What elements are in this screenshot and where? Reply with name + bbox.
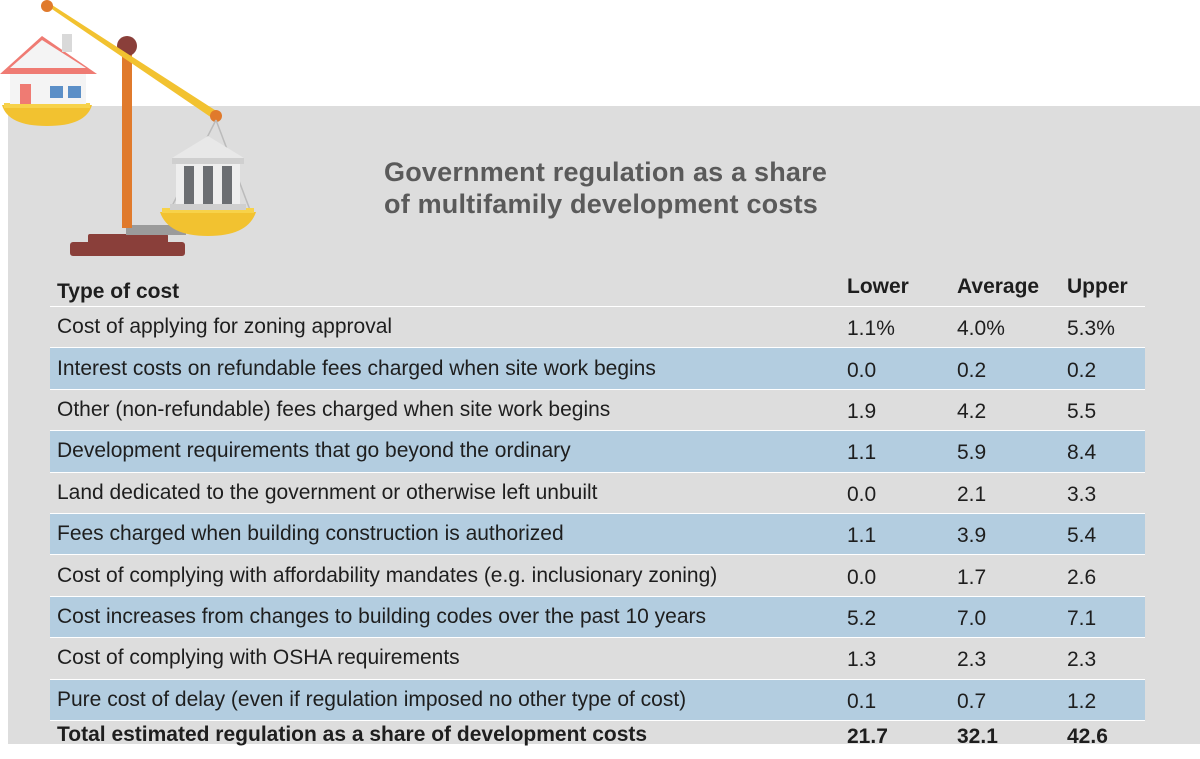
cell-lower: 0.0: [840, 471, 950, 514]
cell-type: Fees charged when building construction …: [50, 512, 840, 556]
table-row: Land dedicated to the government or othe…: [50, 471, 1145, 514]
cell-lower: 0.0: [840, 554, 950, 597]
cell-average: 1.7: [950, 554, 1060, 597]
cell-type: Interest costs on refundable fees charge…: [50, 347, 840, 390]
scale-base-icon: [70, 242, 185, 256]
cell-lower: 1.1: [840, 512, 950, 556]
table-row: Interest costs on refundable fees charge…: [50, 347, 1145, 390]
cell-type: Land dedicated to the government or othe…: [50, 471, 840, 514]
cell-upper: 3.3: [1060, 471, 1145, 514]
cell-upper: 5.4: [1060, 512, 1145, 556]
table-row: Cost increases from changes to building …: [50, 595, 1145, 639]
cell-lower: 0.0: [840, 347, 950, 390]
header-lower: Lower: [847, 275, 909, 298]
header-average: Average: [957, 275, 1040, 298]
scale-pole-icon: [122, 50, 132, 228]
cell-average: 5.9: [950, 430, 1060, 473]
total-upper: 42.6: [1067, 724, 1108, 748]
cell-upper: 8.4: [1060, 430, 1145, 473]
cell-average: 0.7: [950, 678, 1060, 721]
table-row: Fees charged when building construction …: [50, 512, 1145, 556]
cell-lower: 1.1%: [840, 305, 950, 348]
cell-type: Cost of complying with affordability man…: [50, 554, 840, 597]
table-row: Cost of complying with OSHA requirements…: [50, 637, 1145, 680]
government-building-icon: [160, 136, 256, 236]
total-lower: 21.7: [847, 724, 888, 748]
cell-type: Cost increases from changes to building …: [50, 595, 840, 639]
cell-type: Cost of applying for zoning approval: [50, 305, 840, 348]
cell-upper: 0.2: [1060, 347, 1145, 390]
table-row: Pure cost of delay (even if regulation i…: [50, 678, 1145, 721]
cell-upper: 5.3%: [1060, 305, 1145, 348]
title-line-2: of multifamily development costs: [384, 189, 818, 219]
table-header-row: Type of cost Lower Average Upper: [50, 262, 1145, 307]
scale-illustration: [0, 0, 256, 256]
cell-upper: 2.6: [1060, 554, 1145, 597]
cell-lower: 5.2: [840, 595, 950, 639]
cell-average: 0.2: [950, 347, 1060, 390]
cell-upper: 7.1: [1060, 595, 1145, 639]
table-total-row: Total estimated regulation as a share of…: [50, 720, 1145, 759]
table-row: Other (non-refundable) fees charged when…: [50, 388, 1145, 431]
cell-average: 7.0: [950, 595, 1060, 639]
scale-beam-icon: [46, 5, 218, 118]
cell-upper: 5.5: [1060, 388, 1145, 431]
cell-type: Pure cost of delay (even if regulation i…: [50, 678, 840, 721]
total-type: Total estimated regulation as a share of…: [57, 722, 648, 746]
cost-table: Type of cost Lower Average Upper Cost of…: [50, 262, 1145, 759]
header-type-of-cost: Type of cost: [57, 280, 180, 303]
cell-type: Development requirements that go beyond …: [50, 430, 840, 473]
cell-lower: 1.9: [840, 388, 950, 431]
cell-lower: 0.1: [840, 678, 950, 721]
table-row: Cost of applying for zoning approval 1.1…: [50, 305, 1145, 348]
cell-average: 2.1: [950, 471, 1060, 514]
cell-average: 2.3: [950, 637, 1060, 680]
cell-lower: 1.1: [840, 430, 950, 473]
cell-type: Other (non-refundable) fees charged when…: [50, 388, 840, 431]
header-upper: Upper: [1067, 275, 1128, 298]
cell-average: 3.9: [950, 512, 1060, 556]
table-row: Development requirements that go beyond …: [50, 430, 1145, 473]
table-row: Cost of complying with affordability man…: [50, 554, 1145, 597]
cell-average: 4.0%: [950, 305, 1060, 348]
table-title: Government regulation as a share of mult…: [384, 156, 944, 220]
cell-lower: 1.3: [840, 637, 950, 680]
cell-type: Cost of complying with OSHA requirements: [50, 637, 840, 680]
cell-average: 4.2: [950, 388, 1060, 431]
house-icon: [0, 34, 97, 126]
cell-upper: 1.2: [1060, 678, 1145, 721]
title-line-1: Government regulation as a share: [384, 157, 828, 187]
total-average: 32.1: [957, 724, 998, 748]
cell-upper: 2.3: [1060, 637, 1145, 680]
